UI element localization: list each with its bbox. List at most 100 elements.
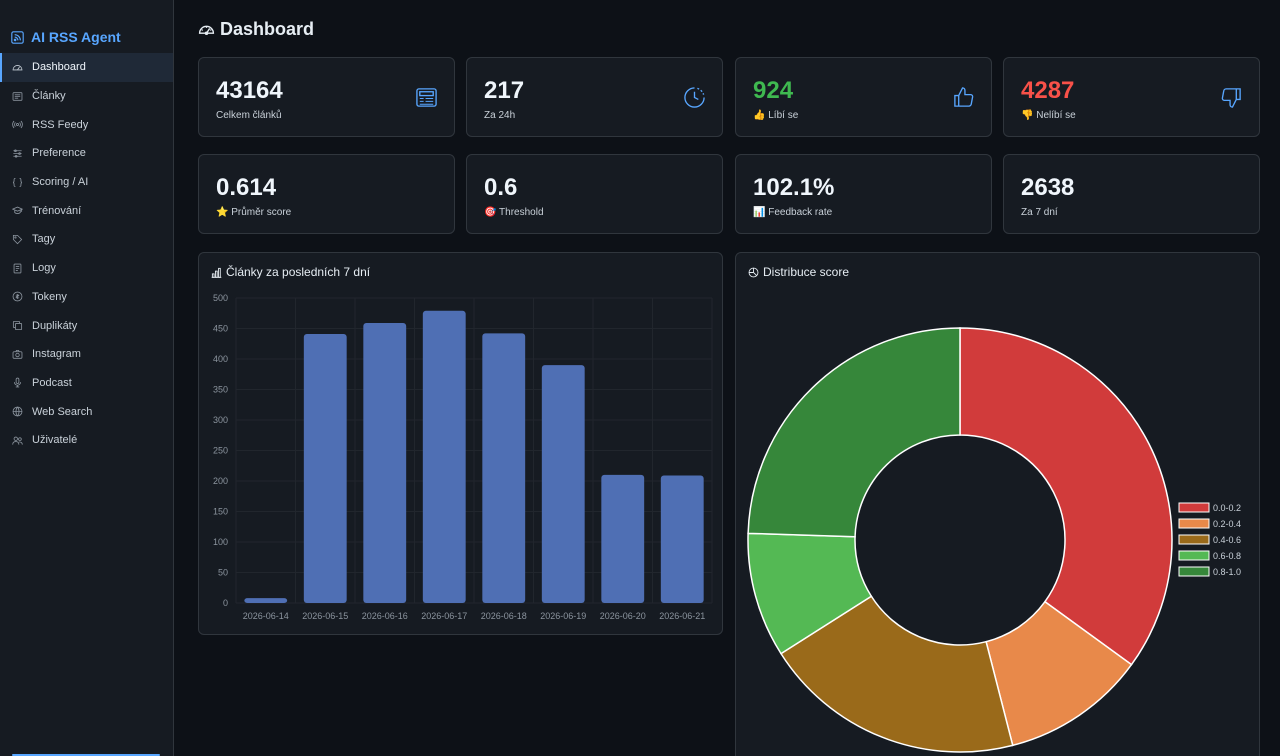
legend-swatch (1178, 518, 1210, 529)
sidebar-item-rss-feedy[interactable]: RSS Feedy (0, 110, 173, 139)
braces-icon (12, 177, 23, 187)
sidebar-item-tokeny[interactable]: Tokeny (0, 283, 173, 312)
articles-chart-panel: Články za posledních 7 dní 0 50 100 150 200 2… (198, 252, 723, 635)
bar[interactable] (303, 333, 347, 603)
pie-chart-icon (748, 267, 759, 277)
dashboard-icon (12, 64, 23, 71)
sidebar-item-preference[interactable]: Preference (0, 139, 173, 168)
sidebar-item-články[interactable]: Články (0, 82, 173, 111)
bar[interactable] (363, 323, 407, 603)
brand[interactable]: AI RSS Agent (0, 0, 173, 53)
stat-card-dislikes: 4287 👎 Nelíbí se (1003, 57, 1260, 137)
newspaper-icon (12, 91, 23, 101)
x-tick-label: 2026-06-15 (302, 611, 348, 621)
bar[interactable] (601, 474, 645, 603)
journal-icon (13, 263, 22, 274)
bar[interactable] (482, 333, 526, 603)
x-tick-label: 2026-06-14 (243, 611, 289, 621)
sidebar-item-label: Uživatelé (32, 434, 78, 447)
y-tick-label: 350 (213, 385, 228, 395)
stat-value: 43164 (216, 77, 283, 104)
bar[interactable] (422, 310, 466, 603)
sidebar-item-label: Tokeny (32, 290, 67, 303)
stat-label: Za 7 dní (1021, 207, 1058, 218)
x-tick-label: 2026-06-21 (659, 611, 705, 621)
stat-card-threshold: 0.6 🎯 Threshold (466, 154, 723, 234)
mic-icon (13, 378, 22, 388)
y-tick-label: 450 (213, 324, 228, 334)
stat-card-likes: 924 👍 Líbí se (735, 57, 992, 137)
stat-label: 👎 Nelíbí se (1021, 110, 1076, 121)
coin-icon (12, 291, 23, 302)
stat-card-7-days: 2638 Za 7 dní (1003, 154, 1260, 234)
sidebar-item-label: Preference (32, 147, 86, 160)
sidebar-item-label: Web Search (32, 405, 93, 418)
stat-value: 2638 (1021, 174, 1075, 201)
y-tick-label: 50 (218, 568, 228, 578)
sidebar-item-uživatelé[interactable]: Uživatelé (0, 426, 173, 455)
sidebar-item-label: Instagram (32, 348, 81, 361)
sidebar-item-trénování[interactable]: Trénování (0, 196, 173, 225)
sidebar: AI RSS Agent Dashboard Články RSS Feedy Pre… (0, 0, 174, 756)
score-distribution-panel: Distribuce score 0.0-0.2 0.2-0.4 0.4-0.6 0.… (735, 252, 1260, 756)
legend-swatch (1178, 502, 1210, 513)
clock-icon (684, 87, 705, 108)
mortarboard-icon (12, 206, 23, 215)
main-content: Dashboard 43164 Celkem článků 217 Za 24h… (175, 0, 1280, 756)
sidebar-item-label: RSS Feedy (32, 118, 89, 131)
sidebar-item-podcast[interactable]: Podcast (0, 369, 173, 398)
sidebar-item-dashboard[interactable]: Dashboard (0, 53, 173, 82)
x-tick-label: 2026-06-19 (540, 611, 586, 621)
donut-slice[interactable] (779, 595, 1014, 753)
y-tick-label: 0 (223, 598, 228, 608)
rss-icon (11, 30, 24, 44)
legend-label: 0.6-0.8 (1213, 551, 1241, 561)
y-tick-label: 150 (213, 507, 228, 517)
bar-chart-icon (211, 267, 222, 278)
sidebar-nav: Dashboard Články RSS Feedy Preference Scorin… (0, 53, 173, 455)
panel-title-text: Distribuce score (763, 265, 850, 279)
stat-card-average-score: 0.614 ⭐ Průměr score (198, 154, 455, 234)
donut-slice[interactable] (959, 327, 1173, 666)
thumbs-up-icon (954, 87, 974, 107)
sidebar-item-scoring-ai[interactable]: Scoring / AI (0, 168, 173, 197)
donut-slice[interactable] (747, 327, 961, 538)
stat-value: 217 (484, 77, 525, 104)
globe-icon (12, 406, 23, 417)
panel-title: Distribuce score (748, 265, 849, 279)
camera-icon (12, 349, 23, 359)
sidebar-item-tagy[interactable]: Tagy (0, 225, 173, 254)
stat-value: 102.1% (753, 174, 835, 201)
legend-label: 0.4-0.6 (1213, 535, 1241, 545)
sidebar-item-instagram[interactable]: Instagram (0, 340, 173, 369)
y-tick-label: 100 (213, 537, 228, 547)
stat-value: 924 (753, 77, 794, 104)
legend-swatch (1178, 534, 1210, 545)
sidebar-item-web-search[interactable]: Web Search (0, 397, 173, 426)
bar[interactable] (660, 475, 704, 603)
page-title: Dashboard (198, 19, 314, 40)
stat-label: 👍 Líbí se (753, 110, 799, 121)
sliders-icon (13, 149, 22, 158)
y-tick-label: 250 (213, 446, 228, 456)
sidebar-item-duplikáty[interactable]: Duplikáty (0, 311, 173, 340)
sidebar-item-label: Scoring / AI (32, 176, 89, 189)
stat-value: 0.614 (216, 174, 277, 201)
sidebar-item-label: Duplikáty (32, 319, 78, 332)
broadcast-icon (12, 120, 23, 129)
tag-icon (12, 234, 23, 245)
sidebar-item-logy[interactable]: Logy (0, 254, 173, 283)
bar[interactable] (244, 598, 288, 603)
y-tick-label: 500 (213, 293, 228, 303)
sidebar-item-label: Dashboard (32, 61, 86, 74)
x-tick-label: 2026-06-18 (481, 611, 527, 621)
y-tick-label: 400 (213, 354, 228, 364)
stat-label: Za 24h (484, 110, 516, 121)
stat-label: Celkem článků (216, 110, 282, 121)
score-donut-chart: 0.0-0.2 0.2-0.4 0.4-0.6 0.6-0.8 0.8-1.0 (747, 327, 1241, 753)
stat-card-total-articles: 43164 Celkem článků (198, 57, 455, 137)
people-icon (12, 436, 23, 445)
bar[interactable] (541, 365, 585, 603)
stat-value: 4287 (1021, 77, 1075, 104)
legend-label: 0.2-0.4 (1213, 519, 1241, 529)
